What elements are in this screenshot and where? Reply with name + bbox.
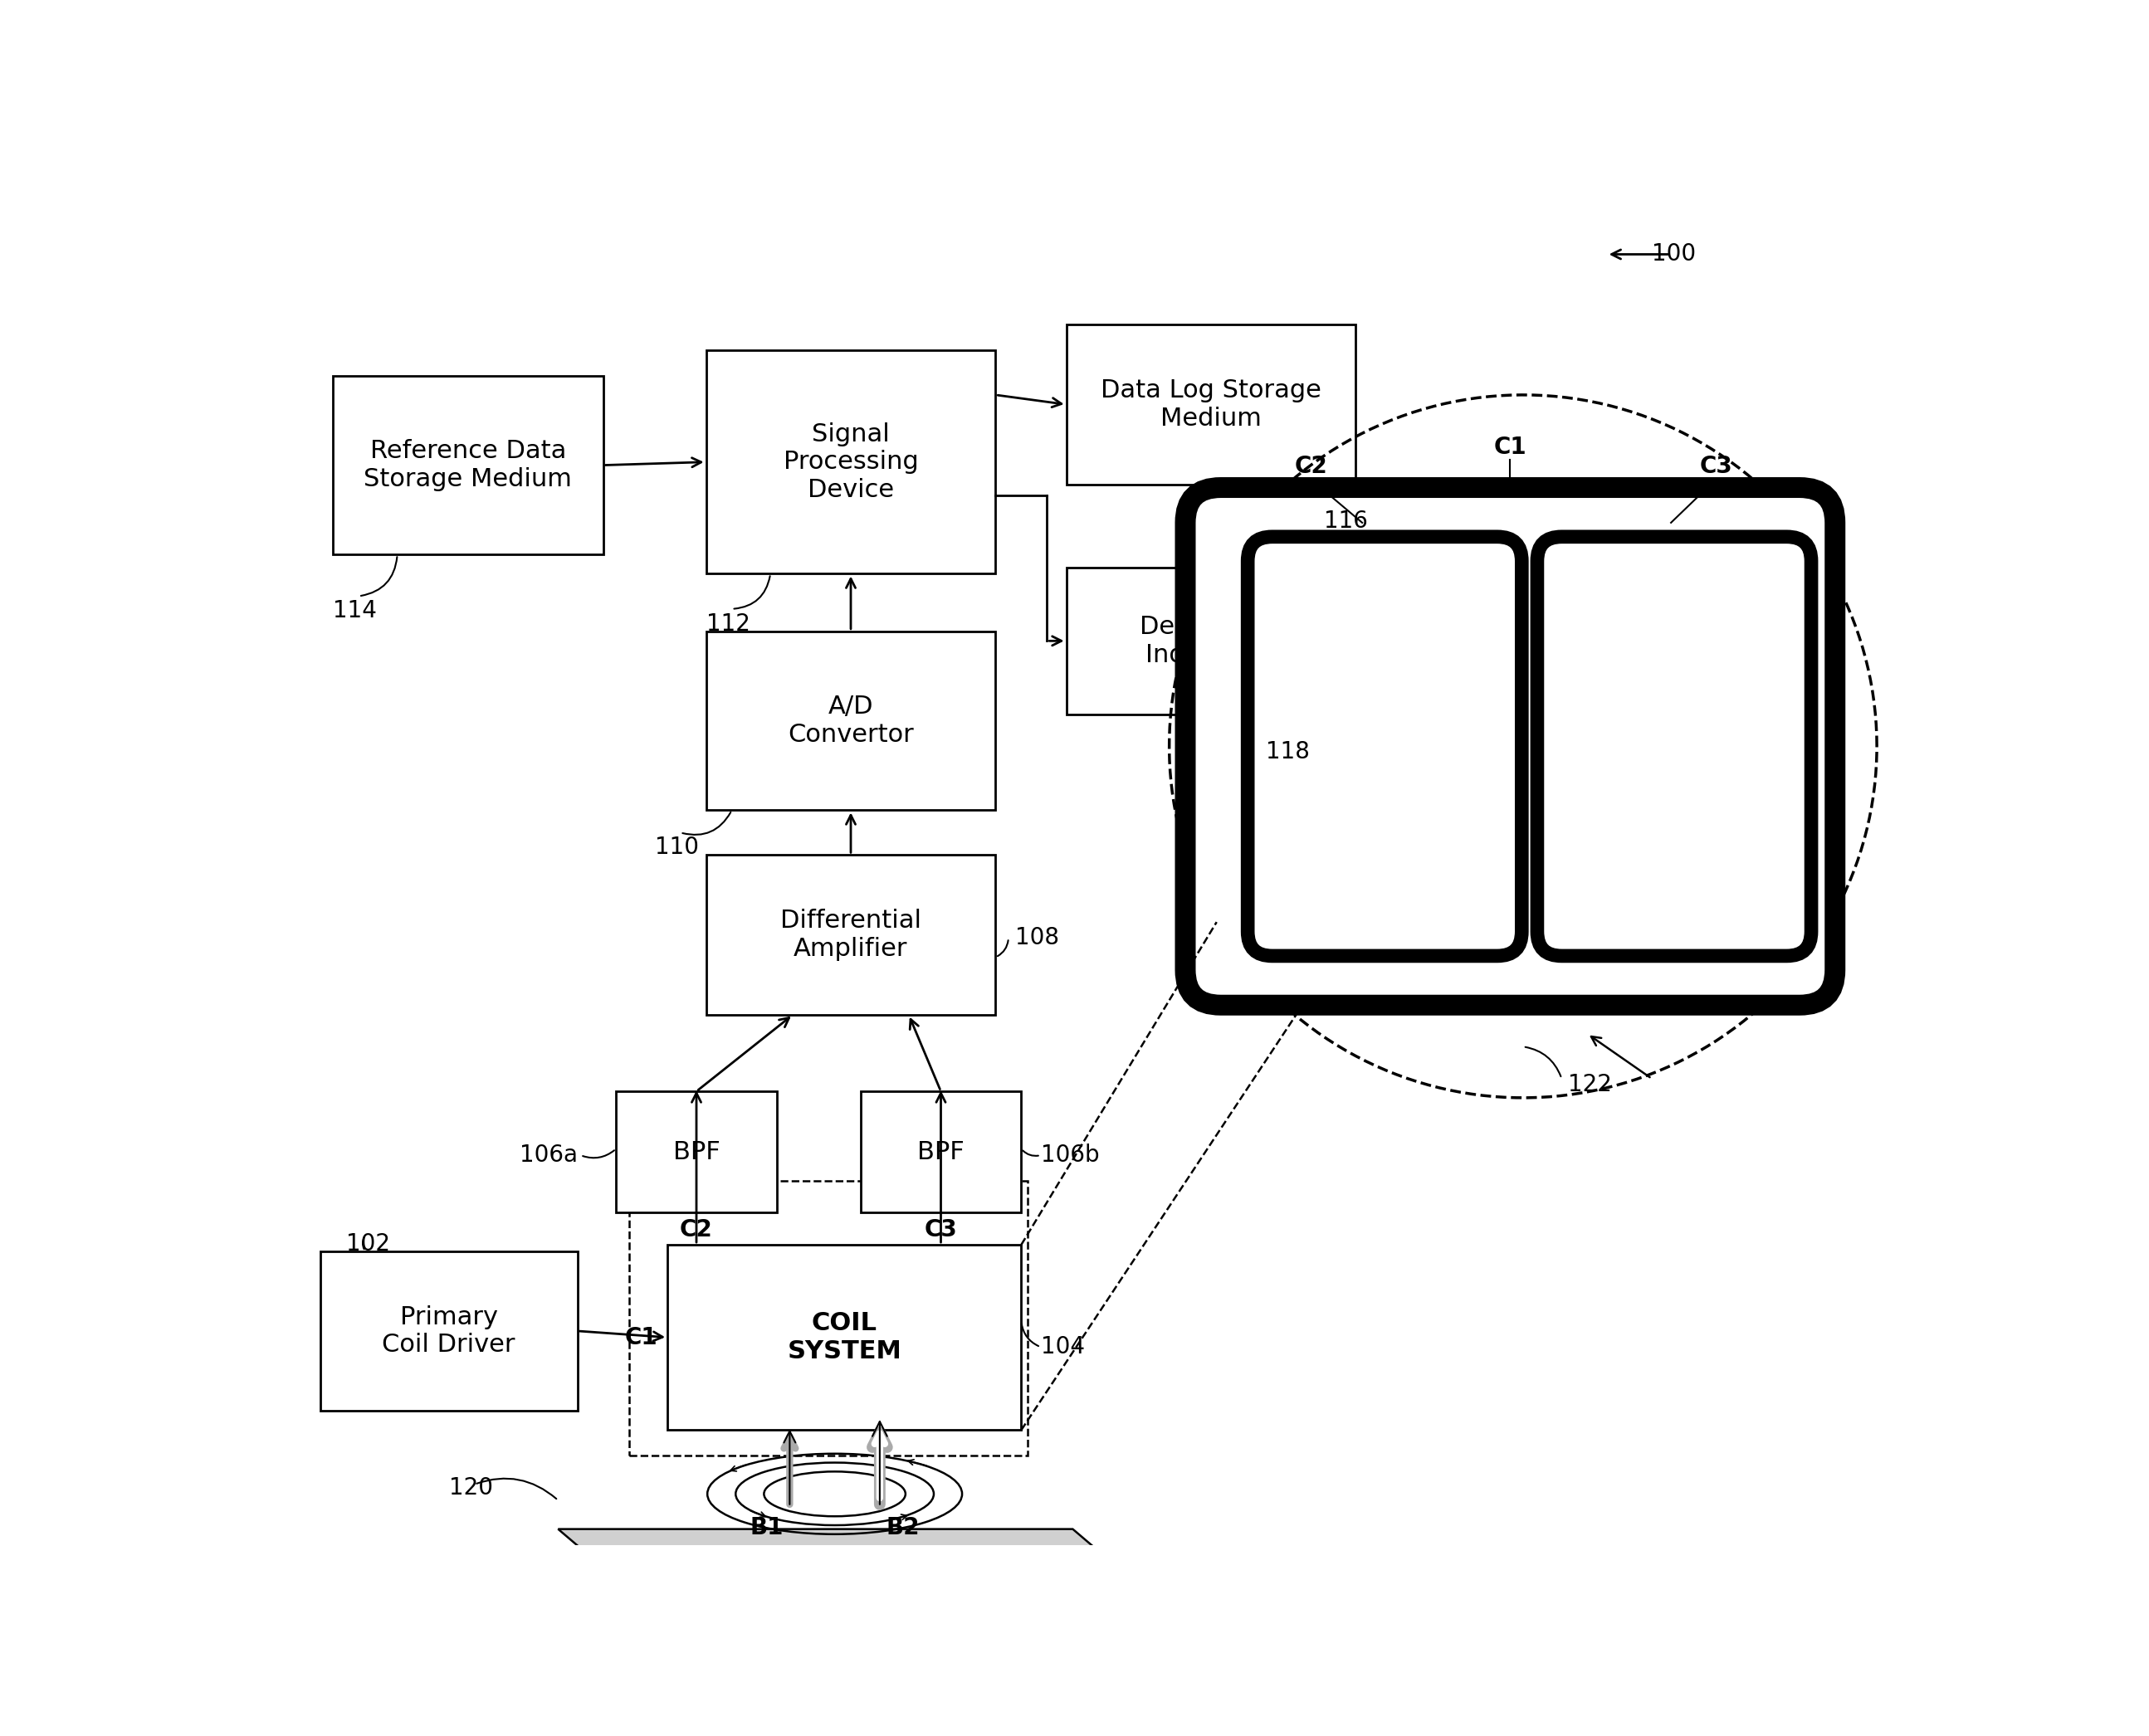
Text: C3: C3 [924, 1219, 956, 1241]
Text: A/D
Convertor: A/D Convertor [789, 694, 913, 746]
Text: 114: 114 [333, 599, 376, 623]
Text: 122: 122 [1569, 1073, 1612, 1097]
Text: 104: 104 [1040, 1335, 1085, 1359]
Text: Data Log Storage
Medium: Data Log Storage Medium [1100, 378, 1322, 431]
Text: 118: 118 [1266, 740, 1309, 764]
Text: COIL
SYSTEM: COIL SYSTEM [787, 1311, 903, 1363]
FancyBboxPatch shape [707, 854, 995, 1016]
FancyBboxPatch shape [1537, 536, 1812, 957]
FancyBboxPatch shape [1186, 488, 1835, 1005]
FancyBboxPatch shape [1066, 568, 1337, 715]
Text: 112: 112 [707, 613, 750, 635]
Text: BPF: BPF [918, 1141, 965, 1165]
Text: 116: 116 [1324, 510, 1367, 533]
Text: C3: C3 [1700, 455, 1732, 477]
Text: B2: B2 [885, 1516, 920, 1540]
Text: C1: C1 [1494, 436, 1526, 458]
Text: Primary
Coil Driver: Primary Coil Driver [383, 1305, 516, 1358]
FancyBboxPatch shape [707, 351, 995, 575]
Text: 108: 108 [1014, 927, 1059, 950]
Text: 120: 120 [449, 1476, 492, 1500]
Text: 106b: 106b [1040, 1144, 1098, 1167]
Text: 106a: 106a [520, 1144, 578, 1167]
Text: 100: 100 [1653, 243, 1696, 266]
FancyBboxPatch shape [1249, 536, 1521, 957]
Polygon shape [559, 1529, 1117, 1568]
FancyBboxPatch shape [333, 375, 604, 554]
Text: C2: C2 [1294, 455, 1328, 477]
FancyBboxPatch shape [320, 1252, 578, 1411]
FancyBboxPatch shape [668, 1245, 1021, 1430]
Text: Reference Data
Storage Medium: Reference Data Storage Medium [363, 439, 572, 491]
FancyBboxPatch shape [1066, 325, 1356, 484]
Text: B1: B1 [750, 1516, 782, 1540]
Text: C2: C2 [679, 1219, 713, 1241]
Text: Differential
Amplifier: Differential Amplifier [780, 910, 922, 960]
FancyBboxPatch shape [707, 632, 995, 811]
Text: 102: 102 [346, 1233, 389, 1255]
Text: BPF: BPF [673, 1141, 720, 1165]
FancyBboxPatch shape [860, 1092, 1021, 1213]
Text: C1: C1 [625, 1326, 658, 1349]
Text: Signal
Processing
Device: Signal Processing Device [782, 422, 918, 502]
FancyBboxPatch shape [617, 1092, 776, 1213]
Text: 110: 110 [655, 835, 698, 859]
Text: Detection
Indicator: Detection Indicator [1139, 615, 1264, 667]
